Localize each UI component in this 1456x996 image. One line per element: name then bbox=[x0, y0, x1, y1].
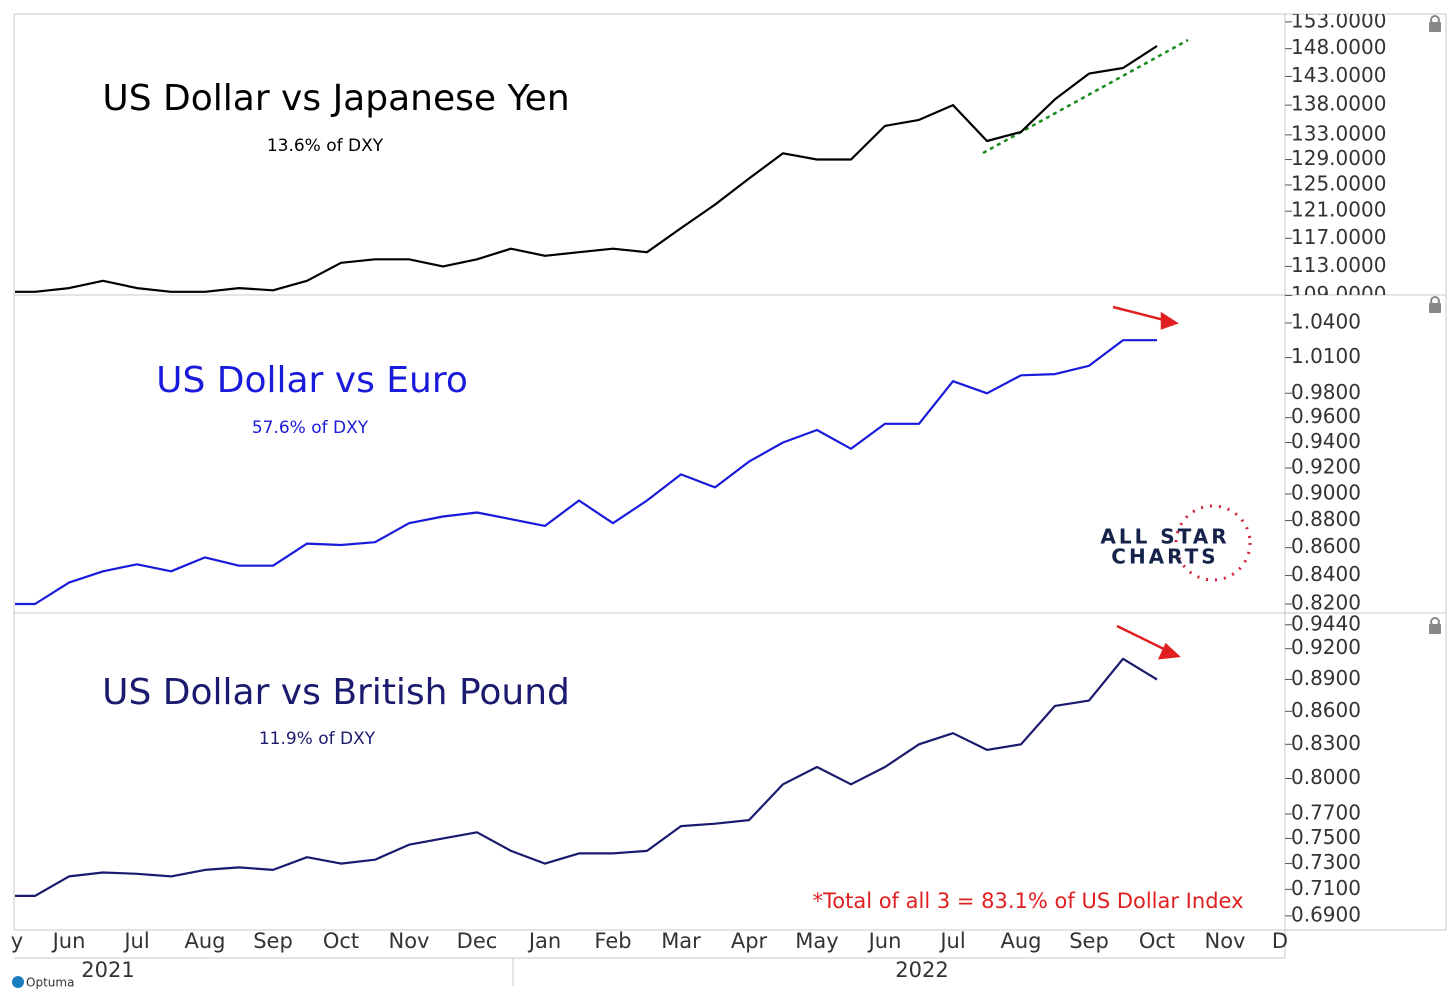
y-tick-label: 138.0000 bbox=[1291, 92, 1386, 116]
y-tick-label: 0.9600 bbox=[1291, 404, 1361, 428]
x-tick-label: Sep bbox=[1069, 929, 1109, 953]
x-tick-label: May bbox=[795, 929, 838, 953]
y-tick-label: 0.9400 bbox=[1291, 429, 1361, 453]
y-tick-label: 125.0000 bbox=[1291, 171, 1386, 195]
y-tick-label: 1.0100 bbox=[1291, 344, 1361, 368]
annotation: *Total of all 3 = 83.1% of US Dollar Ind… bbox=[812, 889, 1243, 913]
trendline bbox=[982, 38, 1189, 155]
y-tick-label: 0.8800 bbox=[1291, 507, 1361, 531]
y-tick-label: 153.0000 bbox=[1291, 8, 1386, 32]
x-tick-label: Jul bbox=[938, 929, 965, 953]
arrows bbox=[1112, 305, 1181, 660]
vendor: Optuma bbox=[26, 976, 74, 990]
x-tick-label: Jan bbox=[527, 929, 561, 953]
y-tick-label: 113.0000 bbox=[1291, 253, 1386, 277]
logo-text: CHARTS bbox=[1111, 545, 1218, 569]
y-tick-label: 129.0000 bbox=[1291, 146, 1386, 170]
x-tick-label: Mar bbox=[661, 929, 701, 953]
x-tick-label: y bbox=[11, 929, 23, 953]
y-tick-label: 0.7700 bbox=[1291, 801, 1361, 825]
lock-icons bbox=[1429, 15, 1441, 634]
y-tick-label: 0.8900 bbox=[1291, 666, 1361, 690]
vendor-icon bbox=[12, 976, 24, 988]
y-tick-label: 0.6900 bbox=[1291, 902, 1361, 926]
series-line bbox=[15, 339, 1157, 606]
x-tick-label: Jul bbox=[122, 929, 149, 953]
x-tick-label: Feb bbox=[594, 929, 631, 953]
x-tick-label: Aug bbox=[1000, 929, 1041, 953]
year-label: 2022 bbox=[895, 958, 948, 982]
y-tick-label: 0.8000 bbox=[1291, 765, 1361, 789]
y-tick-label: 0.9800 bbox=[1291, 380, 1361, 404]
y-tick-label: 0.7300 bbox=[1291, 850, 1361, 874]
y-tick-label: 1.0400 bbox=[1291, 309, 1361, 333]
y-tick-label: 148.0000 bbox=[1291, 35, 1386, 59]
y-tick-label: 0.8300 bbox=[1291, 731, 1361, 755]
y-tick-label: 0.8600 bbox=[1291, 698, 1361, 722]
chart-title: US Dollar vs Euro bbox=[156, 360, 468, 401]
year-label: 2021 bbox=[81, 958, 134, 982]
series-line bbox=[15, 45, 1158, 293]
chart-subtitle: 13.6% of DXY bbox=[267, 136, 384, 156]
y-tick-label: 117.0000 bbox=[1291, 225, 1386, 249]
x-tick-label: Nov bbox=[389, 929, 430, 953]
chart-title: US Dollar vs British Pound bbox=[102, 672, 570, 713]
x-tick-label: Sep bbox=[253, 929, 293, 953]
y-tick-label: 121.0000 bbox=[1291, 198, 1386, 222]
y-tick-label: 0.9000 bbox=[1291, 480, 1361, 504]
series-line bbox=[15, 657, 1158, 897]
panel-frames bbox=[13, 13, 1447, 986]
chart-subtitle: 57.6% of DXY bbox=[252, 418, 369, 438]
x-tick-label: Nov bbox=[1205, 929, 1246, 953]
chart-title: US Dollar vs Japanese Yen bbox=[102, 78, 569, 119]
y-tick-label: 0.8600 bbox=[1291, 534, 1361, 558]
logo: ALL STAR CHARTS bbox=[1100, 504, 1252, 582]
y-tick-label: 0.9200 bbox=[1291, 635, 1361, 659]
x-tick-label: Dec bbox=[457, 929, 498, 953]
x-tick-label: Oct bbox=[1139, 929, 1175, 953]
x-tick-label: Apr bbox=[731, 929, 768, 953]
y-tick-label: 0.8200 bbox=[1291, 591, 1361, 615]
y-tick-label: 0.7100 bbox=[1291, 876, 1361, 900]
x-tick-label: Oct bbox=[323, 929, 359, 953]
logo-text: ALL STAR bbox=[1100, 525, 1229, 549]
x-tick-label: Jun bbox=[51, 929, 86, 953]
x-tick-label: Jun bbox=[867, 929, 902, 953]
y-tick-label: 143.0000 bbox=[1291, 63, 1386, 87]
y-tick-label: 109.0000 bbox=[1291, 282, 1386, 306]
y-tick-label: 0.8400 bbox=[1291, 562, 1361, 586]
x-tick-label: D bbox=[1272, 929, 1288, 953]
x-tick-label: Aug bbox=[184, 929, 225, 953]
y-tick-label: 0.7500 bbox=[1291, 825, 1361, 849]
chart-subtitle: 11.9% of DXY bbox=[259, 729, 376, 749]
y-tick-label: 0.9440 bbox=[1291, 611, 1361, 635]
y-tick-label: 133.0000 bbox=[1291, 121, 1386, 145]
y-tick-label: 0.9200 bbox=[1291, 454, 1361, 478]
